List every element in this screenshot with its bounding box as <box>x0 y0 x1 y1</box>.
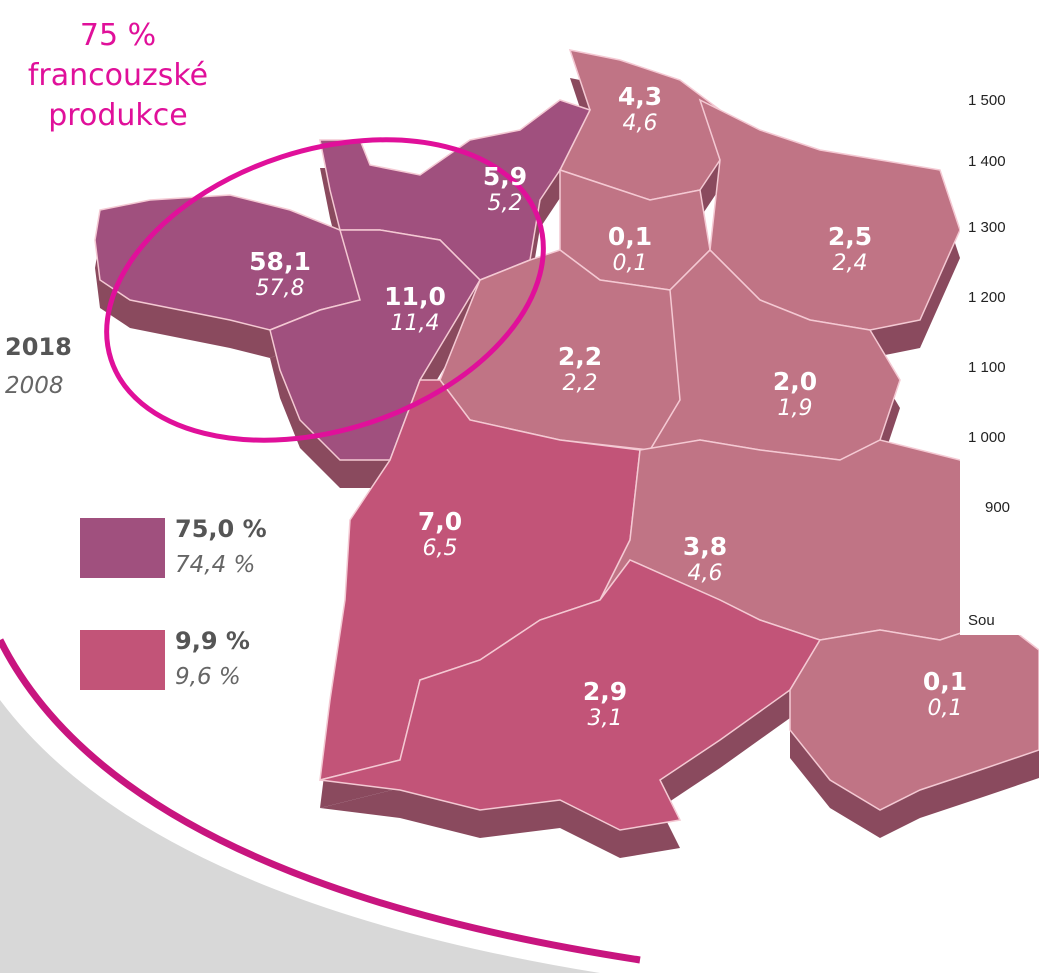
region-value-previous: 6,5 <box>423 536 458 561</box>
region-value-current: 7,0 <box>418 507 462 536</box>
region-value-previous: 0,1 <box>613 251 648 276</box>
region-value-previous: 11,4 <box>391 311 440 336</box>
region-value-previous: 4,6 <box>688 561 723 586</box>
region-value-current: 4,3 <box>618 82 662 111</box>
legend-current: 9,9 % <box>175 627 250 655</box>
legend-previous: 9,6 % <box>175 664 241 690</box>
legend-year-current: 2018 <box>5 333 72 361</box>
region-value-current: 3,8 <box>683 532 727 561</box>
region <box>319 559 822 831</box>
inset-axis-label: 1 300 <box>968 219 1006 236</box>
region-value-previous: 1,9 <box>778 396 813 421</box>
annotation: francouzské <box>28 58 208 93</box>
region-value-current: 2,2 <box>558 342 602 371</box>
annotation: produkce <box>48 98 187 133</box>
legend-year-previous: 2008 <box>5 373 64 399</box>
region <box>789 619 1039 811</box>
region-value-current: 11,0 <box>384 282 446 311</box>
region-value-previous: 0,1 <box>928 696 963 721</box>
region-value-previous: 4,6 <box>623 111 658 136</box>
region-value-previous: 3,1 <box>588 706 623 731</box>
region-value-previous: 57,8 <box>256 276 305 301</box>
inset-axis-label: 1 500 <box>968 92 1006 109</box>
inset-axis-label: 1 100 <box>968 359 1006 376</box>
region-value-previous: 5,2 <box>488 191 523 216</box>
legend-current: 75,0 % <box>175 515 267 543</box>
inset-axis-label: 1 000 <box>968 429 1006 446</box>
region-value-previous: 2,2 <box>563 371 598 396</box>
region-value-current: 2,9 <box>583 677 627 706</box>
legend-swatch <box>80 630 165 690</box>
region-value-current: 58,1 <box>249 247 311 276</box>
inset-source: Sou <box>968 612 995 629</box>
region-value-current: 2,5 <box>828 222 872 251</box>
background-swoosh <box>0 700 600 973</box>
legend-previous: 74,4 % <box>175 552 255 578</box>
inset-panel <box>960 80 1039 635</box>
highlight-ellipse <box>104 137 546 443</box>
map-regions <box>94 49 1039 831</box>
legend-swatch <box>80 518 165 578</box>
inset-axis-label: 1 200 <box>968 289 1006 306</box>
region-value-current: 0,1 <box>923 667 967 696</box>
region-value-previous: 2,4 <box>833 251 868 276</box>
region <box>269 229 481 461</box>
inset-axis-label: 900 <box>985 499 1010 516</box>
region-value-current: 2,0 <box>773 367 817 396</box>
region-value-current: 0,1 <box>608 222 652 251</box>
annotation: 75 % <box>80 18 156 53</box>
inset-axis-label: 1 400 <box>968 153 1006 170</box>
region-value-current: 5,9 <box>483 162 527 191</box>
accent-curve <box>0 638 641 964</box>
